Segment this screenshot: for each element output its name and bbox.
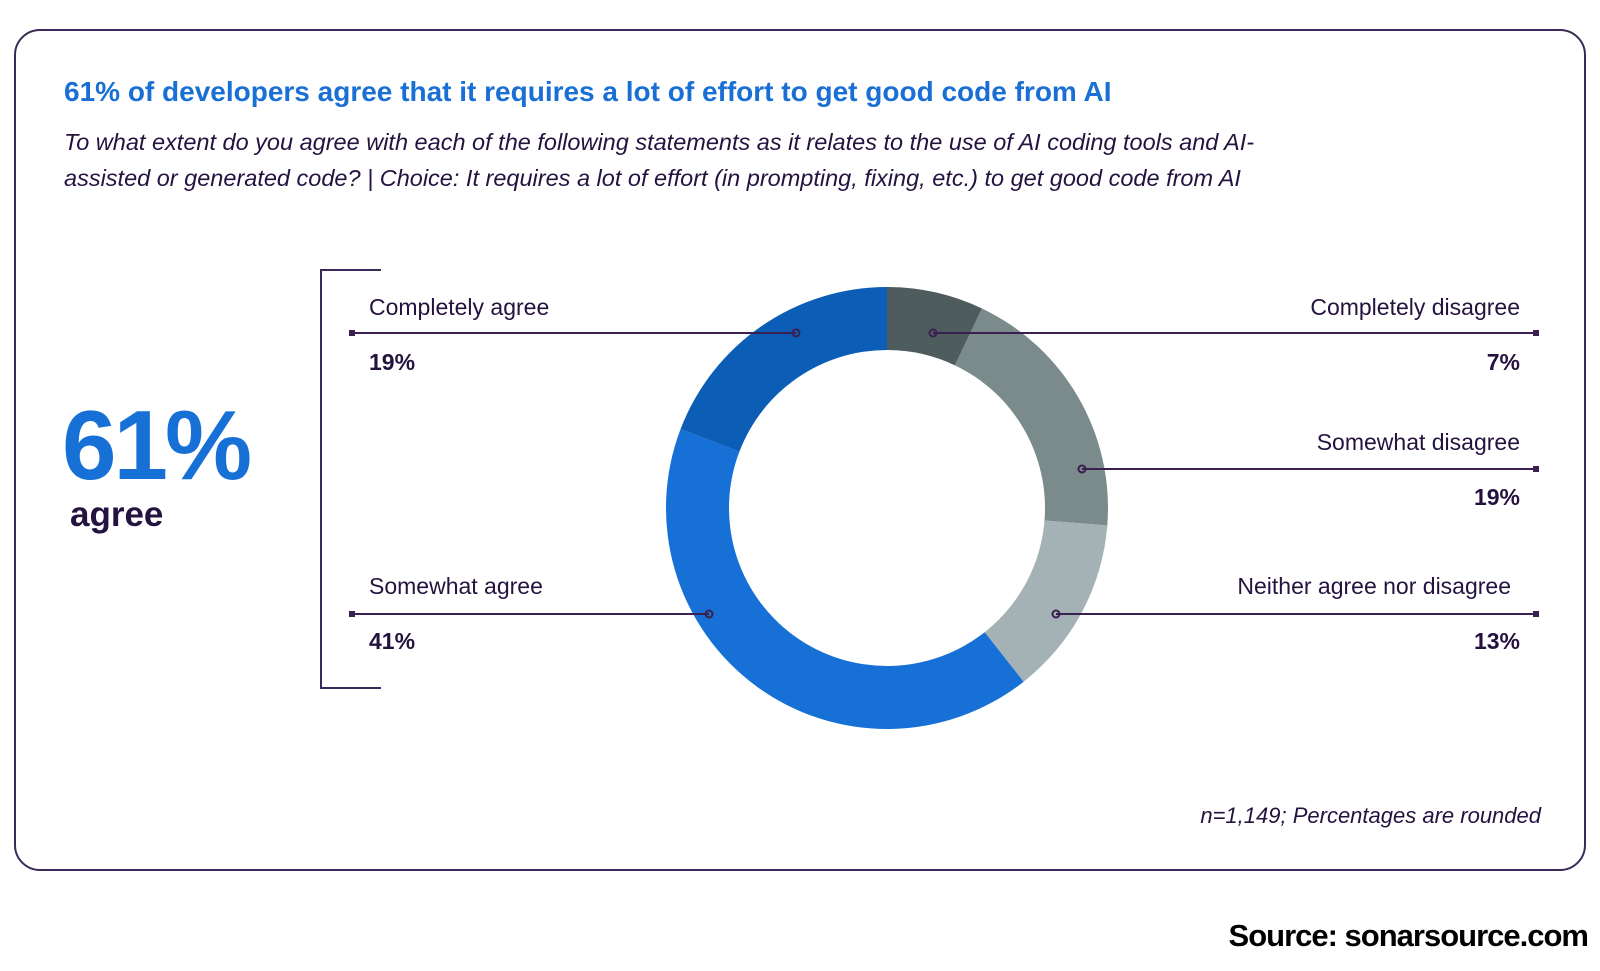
- highlight-label: agree: [70, 495, 164, 534]
- value-somewhat-agree: 41%: [369, 628, 416, 654]
- donut-slice-completely-agree: [680, 287, 887, 452]
- highlight-value: 61%: [62, 390, 252, 500]
- label-somewhat-disagree: Somewhat disagree: [1316, 429, 1520, 455]
- label-neither: Neither agree nor disagree: [1237, 573, 1511, 599]
- leader-dot-neither-agree-nor-disagree: [1051, 609, 1061, 619]
- leader-dot-completely-agree: [791, 328, 801, 338]
- leader-end-completely-agree: [349, 330, 355, 336]
- donut-slice-completely-disagree: [887, 287, 982, 366]
- chart-title: 61% of developers agree that it requires…: [64, 76, 1112, 107]
- label-completely-agree: Completely agree: [369, 294, 550, 320]
- value-neither: 13%: [1473, 628, 1520, 654]
- donut-slice-somewhat-agree: [665, 429, 1024, 729]
- leader-dot-somewhat-agree: [704, 609, 714, 619]
- donut-slice-neither-agree-nor-disagree: [984, 520, 1108, 682]
- source-credit: Source: sonarsource.com: [1228, 918, 1589, 953]
- donut-slice-somewhat-disagree: [954, 308, 1108, 526]
- subtitle-line-2: assisted or generated code? | Choice: It…: [64, 165, 1241, 191]
- chart-card: [14, 29, 1586, 871]
- leader-end-neither-agree-nor-disagree: [1533, 611, 1539, 617]
- leader-dot-completely-disagree: [928, 328, 938, 338]
- label-completely-disagree: Completely disagree: [1310, 294, 1520, 320]
- value-completely-disagree: 7%: [1486, 349, 1520, 375]
- footnote: n=1,149; Percentages are rounded: [1200, 803, 1541, 828]
- agree-bracket: [320, 269, 381, 689]
- leader-end-somewhat-agree: [349, 611, 355, 617]
- subtitle-line-1: To what extent do you agree with each of…: [64, 129, 1255, 155]
- value-completely-agree: 19%: [369, 349, 416, 375]
- value-somewhat-disagree: 19%: [1473, 484, 1520, 510]
- label-somewhat-agree: Somewhat agree: [369, 573, 543, 599]
- leader-end-somewhat-disagree: [1533, 466, 1539, 472]
- leader-end-completely-disagree: [1533, 330, 1539, 336]
- leader-dot-somewhat-disagree: [1077, 464, 1087, 474]
